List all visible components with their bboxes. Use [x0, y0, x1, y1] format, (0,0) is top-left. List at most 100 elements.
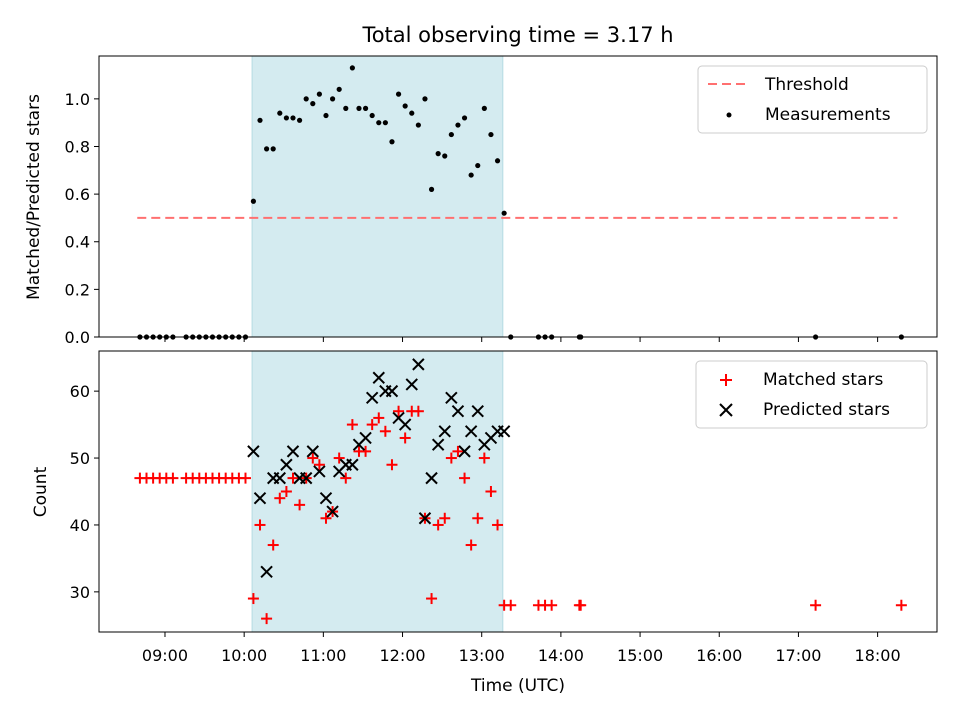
measurement-point [257, 117, 263, 123]
matched-star-marker [432, 519, 444, 531]
matched-star-marker [274, 492, 286, 504]
matched-star-marker [575, 599, 587, 611]
predicted-star-marker [273, 471, 287, 485]
predicted-star-marker [365, 391, 379, 405]
matched-star-marker [294, 499, 306, 511]
x-tick-label: 09:00 [142, 646, 188, 665]
matched-star-marker [379, 425, 391, 437]
legend-measurements-label: Measurements [765, 105, 891, 125]
matched-star-marker [373, 412, 385, 424]
top-y-tick-label: 0.6 [65, 185, 90, 204]
measurement-point [389, 139, 395, 145]
predicted-star-marker [412, 358, 425, 371]
measurement-point [382, 120, 388, 126]
predicted-star-marker [313, 465, 326, 478]
predicted-star-marker [326, 505, 339, 518]
x-tick-label: 18:00 [855, 646, 901, 665]
measurement-point [455, 122, 461, 128]
predicted-star-marker [346, 458, 359, 471]
measurement-point [428, 186, 435, 192]
predicted-star-marker [372, 371, 385, 384]
x-tick-label: 13:00 [459, 646, 505, 665]
measurement-point [402, 103, 408, 109]
predicted-star-marker [385, 384, 399, 398]
matched-star-marker [386, 459, 398, 471]
bottom-panel: 30 40 50 60 09:00 10:00 11:00 12:00 13:00 14:00 1… [31, 350, 938, 696]
matched-star-marker [895, 599, 907, 611]
matched-star-marker [313, 459, 325, 471]
predicted-star-marker [471, 405, 484, 418]
measurement-point [316, 91, 322, 97]
measurement-point [277, 110, 283, 116]
legend-matched-label: Matched stars [763, 370, 883, 390]
measurement-point [250, 198, 257, 204]
x-tick-label: 14:00 [538, 646, 584, 665]
x-tick-label: 12:00 [379, 646, 425, 665]
legend-predicted-swatch [719, 403, 733, 417]
measurement-point [336, 86, 342, 92]
predicted-star-marker [451, 405, 465, 418]
measurement-point [481, 105, 487, 111]
matched-star-marker [346, 419, 358, 431]
top-y-tick-label: 0.8 [65, 137, 90, 156]
matched-star-marker [340, 472, 352, 484]
matched-star-marker [360, 445, 372, 457]
x-tick-label: 15:00 [617, 646, 663, 665]
bottom-axes-frame [98, 350, 938, 633]
measurement-point [488, 131, 494, 138]
matched-star-marker [478, 452, 490, 464]
measurement-point [369, 112, 375, 119]
measurement-point [461, 115, 468, 121]
bottom-y-tick-label: 40 [70, 516, 90, 535]
predicted-star-marker [425, 471, 438, 485]
matched-star-marker [439, 512, 451, 524]
measurement-point [296, 117, 303, 123]
matched-star-marker [247, 593, 259, 605]
predicted-star-marker [431, 438, 445, 451]
predicted-star-marker [405, 378, 418, 391]
x-tick-label: 11:00 [300, 646, 346, 665]
top-axes-frame [98, 55, 938, 338]
top-y-tick-label: 0.0 [65, 328, 90, 347]
matched-star-marker [239, 472, 251, 484]
matched-star-marker [546, 599, 558, 611]
bottom-y-tick-label: 60 [70, 382, 90, 401]
matched-star-marker [810, 599, 822, 611]
measurement-points [137, 65, 904, 340]
matched-star-marker [465, 539, 477, 551]
bottom-y-tick-label: 50 [70, 449, 90, 468]
predicted-star-marker [438, 425, 451, 438]
bottom-x-ticks: 09:00 10:00 11:00 12:00 13:00 14:00 15:00 16:00… [142, 632, 901, 665]
predicted-star-marker [280, 458, 293, 471]
predicted-star-marker [398, 418, 412, 431]
top-y-ticks: 0.0 0.2 0.4 0.6 0.8 1.0 [65, 90, 99, 347]
measurement-point [468, 172, 474, 178]
measurement-point [323, 112, 329, 119]
predicted-star-marker [445, 391, 458, 405]
x-tick-label: 10:00 [221, 646, 267, 665]
measurement-point [409, 110, 415, 116]
matched-star-marker [472, 512, 484, 524]
legend-measurements-swatch [726, 112, 732, 118]
predicted-star-marker [306, 445, 319, 458]
top-y-tick-label: 0.4 [65, 233, 90, 252]
measurement-point [376, 120, 382, 126]
top-legend: Threshold Measurements [697, 65, 928, 134]
measurement-point [362, 105, 369, 111]
matched-star-marker [485, 486, 497, 497]
observing-window-shade-top [251, 55, 504, 338]
matched-star-marker [333, 452, 345, 464]
predicted-star-marker [464, 425, 478, 438]
x-axis-label: Time (UTC) [470, 676, 565, 696]
matched-star-marker [261, 613, 273, 625]
measurement-point [395, 91, 402, 97]
predicted-star-marker [497, 425, 511, 438]
matched-star-marker [267, 539, 279, 551]
measurement-point [415, 122, 421, 128]
matched-star-marker [167, 472, 179, 484]
measurement-point [494, 158, 501, 164]
legend-predicted-label: Predicted stars [763, 400, 890, 420]
predicted-star-marker [247, 445, 260, 458]
matched-star-marker [366, 419, 378, 431]
